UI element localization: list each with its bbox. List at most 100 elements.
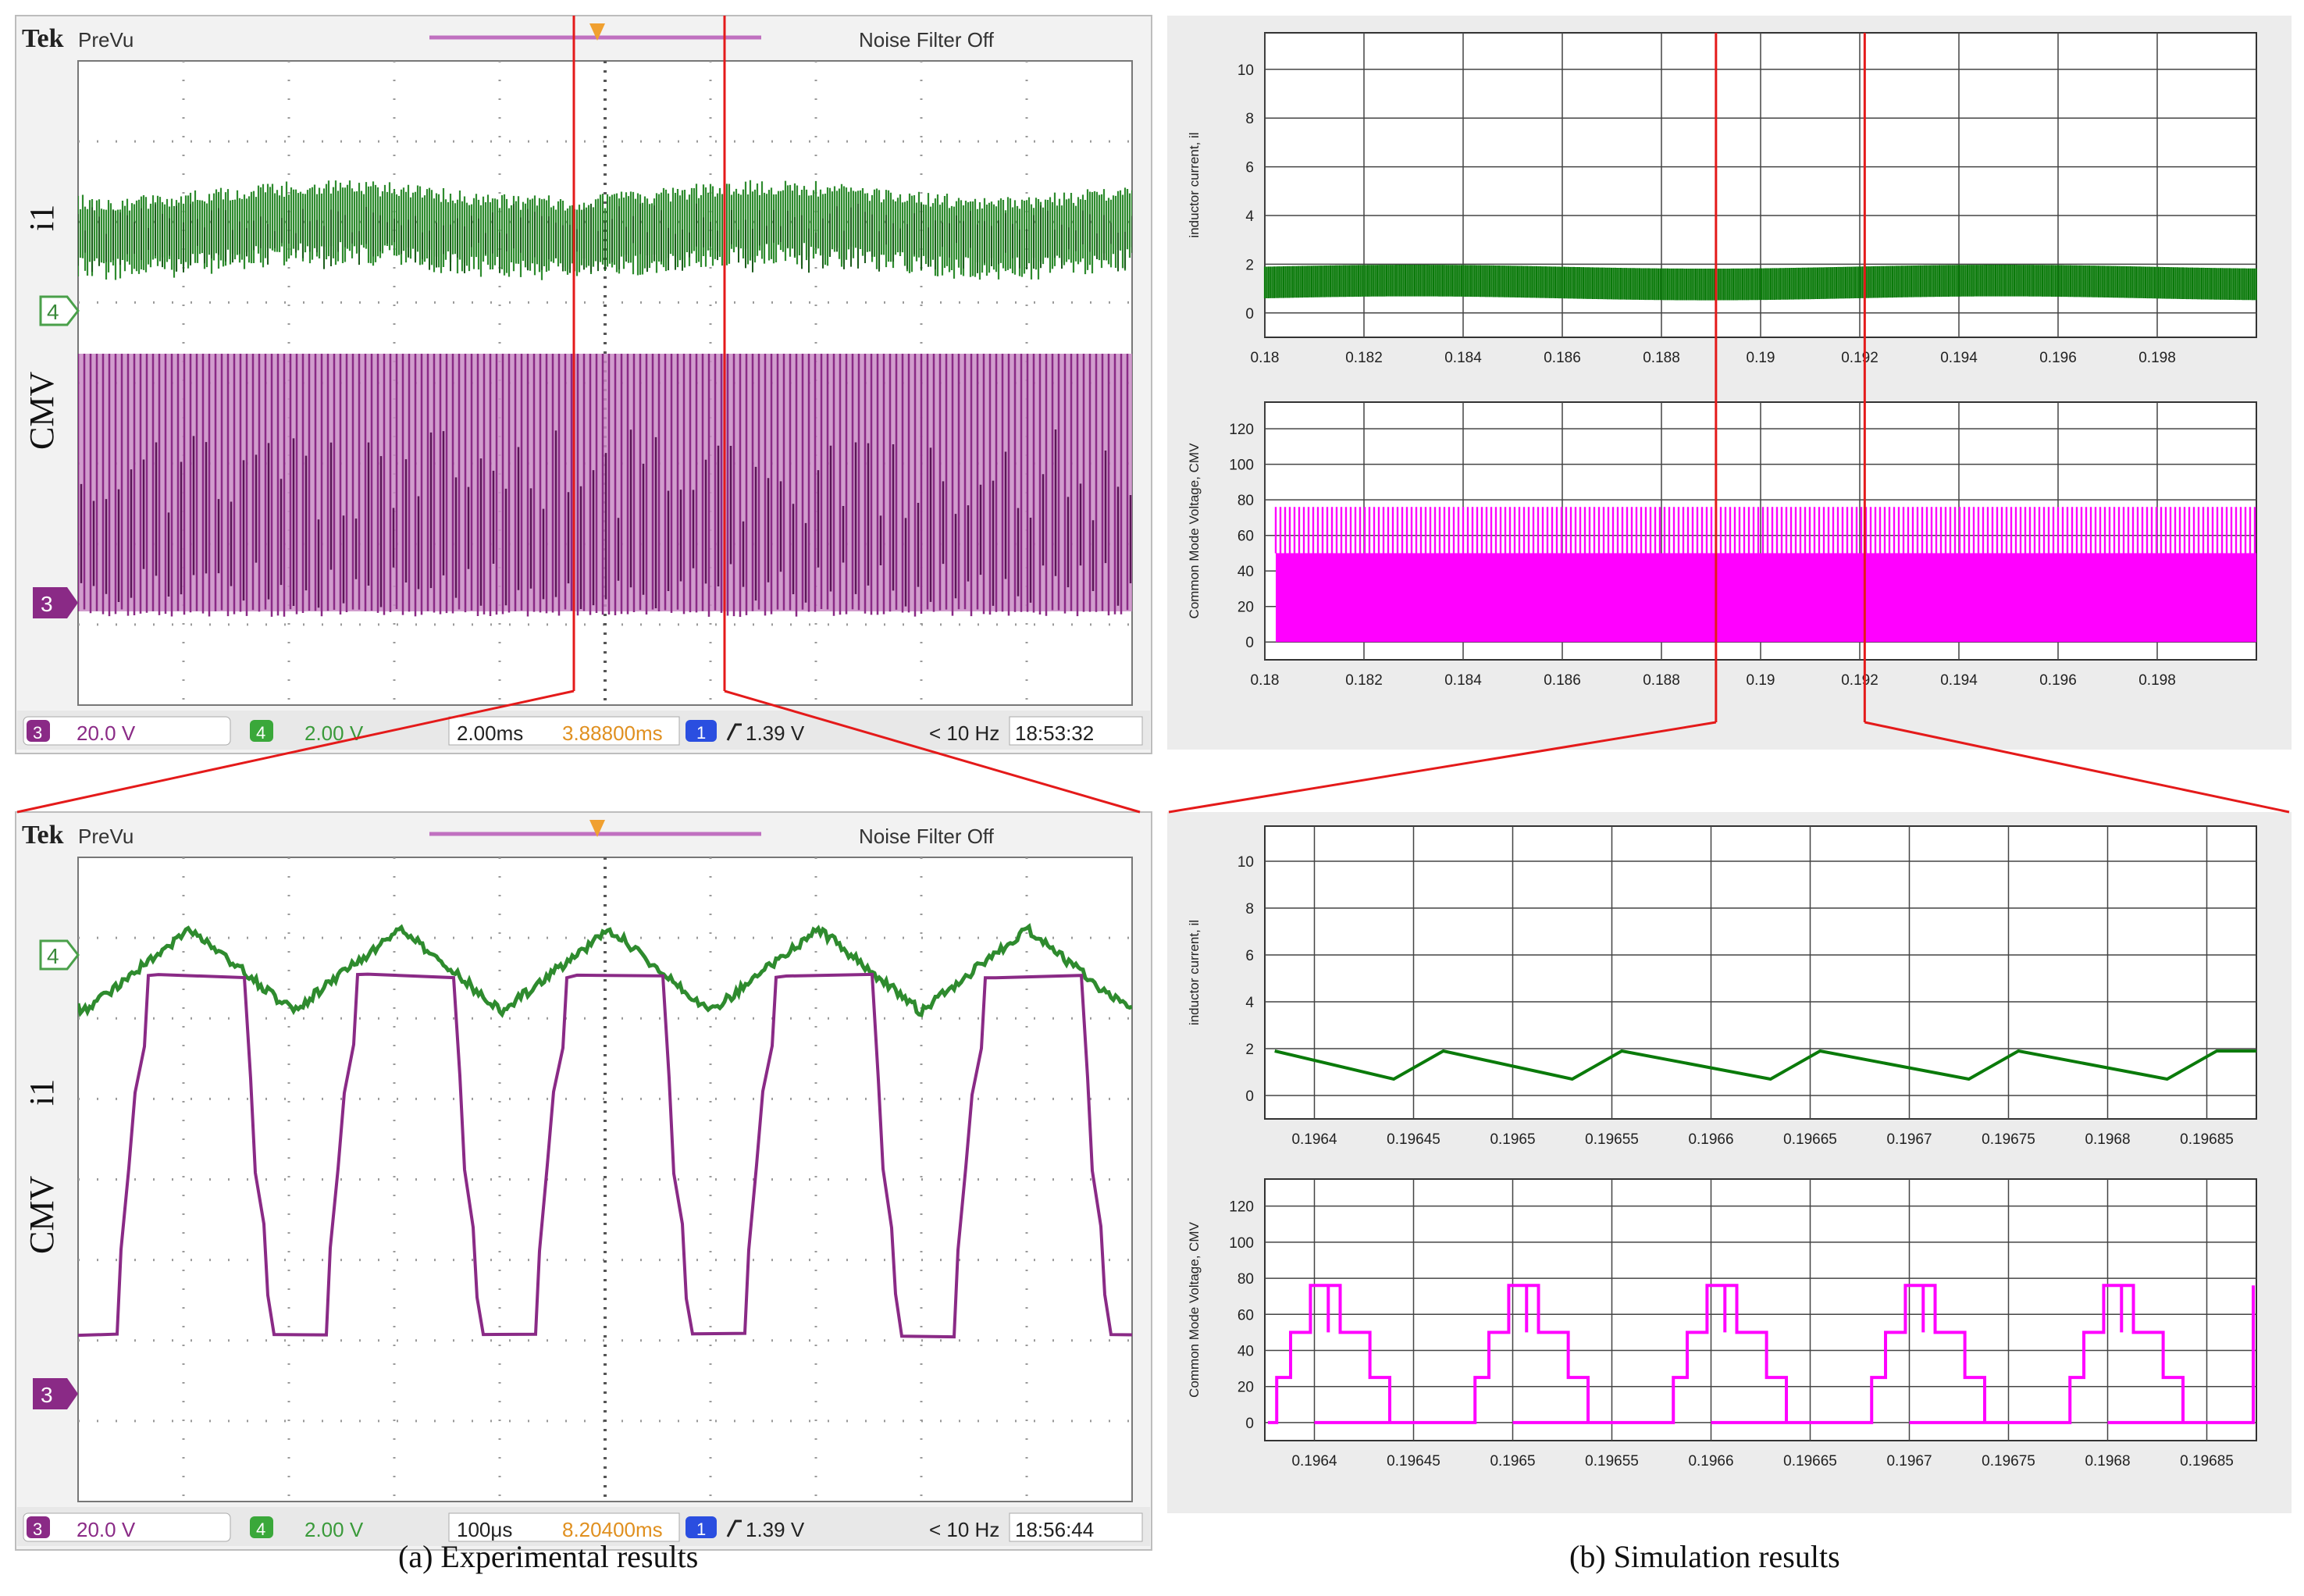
timebase-value: 2.00ms <box>457 721 523 745</box>
trace-label-cmv: CMV <box>23 1176 61 1254</box>
clock-box <box>1009 716 1143 746</box>
sim-ylabel: inductor current, il <box>1187 920 1202 1025</box>
sim-xtick-label: 0.19675 <box>1982 1131 2035 1148</box>
scope-filter-status: Noise Filter Off <box>859 825 995 848</box>
sim-xtick-label: 0.198 <box>2138 350 2176 366</box>
sim-xtick-label: 0.1968 <box>2085 1131 2130 1148</box>
sim-xtick-label: 0.192 <box>1841 350 1878 366</box>
sim-xtick-label: 0.192 <box>1841 672 1878 689</box>
timebase-box <box>448 1512 680 1542</box>
sim-plot-3: 0.1964 0.19645 0.1965 0.19655 0.1966 0.19665 0… <box>1187 1178 2257 1470</box>
sim-ytick-label: 0 <box>1245 1416 1254 1432</box>
sim-ytick-label: 8 <box>1245 901 1254 917</box>
sim-xtick-label: 0.1964 <box>1291 1131 1337 1148</box>
scope-traces <box>78 923 1132 1339</box>
sim-xtick-label: 0.188 <box>1643 350 1680 366</box>
sim-xtick-label: 0.194 <box>1940 672 1978 689</box>
trigger-frequency: < 10 Hz <box>929 1518 999 1541</box>
sim-ytick-label: 60 <box>1237 1307 1254 1323</box>
trigger-position-value: 3.88800ms <box>562 721 663 745</box>
ch4-badge <box>250 1516 273 1538</box>
rising-edge-icon <box>726 723 742 741</box>
sim-ylabel: inductor current, il <box>1187 132 1202 237</box>
sim-ytick-label: 40 <box>1237 1343 1254 1359</box>
channel-4-marker-label: 4 <box>47 300 59 324</box>
sim-cmv-steps <box>1268 1284 2255 1424</box>
sim-ytick-label: 100 <box>1229 1235 1254 1252</box>
sim-plot-2: 0.1964 0.19645 0.1965 0.19655 0.1966 0.19665 0… <box>1187 825 2257 1148</box>
sim-xtick-label: 0.18 <box>1251 672 1280 689</box>
sim-xtick-label: 0.1968 <box>2085 1453 2130 1470</box>
sim-xtick-label: 0.184 <box>1444 350 1482 366</box>
sim-xtick-label: 0.19685 <box>2180 1453 2234 1470</box>
ch4-scale: 2.00 V <box>304 1518 364 1541</box>
channel-4-marker-label: 4 <box>47 944 59 968</box>
cmv-trace-overlay <box>80 429 1132 609</box>
sim-plot-area <box>1264 825 2257 1120</box>
sim-xtick-label: 0.198 <box>2138 672 2176 689</box>
cmv-trace <box>78 972 1132 1339</box>
sim-ytick-label: 40 <box>1237 564 1254 580</box>
channel-3-marker-label: 3 <box>41 1383 53 1407</box>
ch3-number: 3 <box>33 723 42 743</box>
trace-label-current: i1 <box>23 1079 61 1106</box>
rising-edge-icon <box>726 1519 742 1537</box>
zoom-diagonal-left-exp <box>16 689 575 814</box>
sim-xtick-label: 0.196 <box>2039 672 2077 689</box>
ch4-number: 4 <box>256 723 265 743</box>
sim-xtick-label: 0.1965 <box>1490 1131 1535 1148</box>
sim-ytick-label: 100 <box>1229 458 1254 474</box>
sim-xtick-label: 0.182 <box>1345 672 1383 689</box>
scope-brand: Tek <box>22 821 64 850</box>
zoom-indicator-lines <box>16 16 2290 814</box>
channel-4-marker <box>39 939 80 971</box>
scope-plot-area <box>77 857 1133 1502</box>
sim-xtick-label: 0.19655 <box>1585 1453 1639 1470</box>
ch3-box <box>23 716 231 746</box>
sim-xtick-label: 0.19 <box>1747 350 1775 366</box>
ch3-badge <box>27 1516 50 1538</box>
sim-xtick-label: 0.19665 <box>1783 1131 1837 1148</box>
sim-ytick-label: 8 <box>1245 111 1254 127</box>
current-trace-overlay <box>78 203 1132 273</box>
sim-xtick-label: 0.182 <box>1345 350 1383 366</box>
sim-xtick-label: 0.1965 <box>1490 1453 1535 1470</box>
clock-box <box>1009 1512 1143 1542</box>
sim-ytick-label: 10 <box>1237 62 1254 79</box>
ch4-number: 4 <box>256 1519 265 1539</box>
sim-ytick-label: 120 <box>1229 422 1254 438</box>
trace-label-current: i1 <box>23 205 61 231</box>
zoom-diagonal-left-sim <box>1168 721 1717 814</box>
sim-xtick-label: 0.186 <box>1544 672 1581 689</box>
timebase-box <box>448 716 680 746</box>
sim-ytick-label: 0 <box>1245 1088 1254 1105</box>
sim-ytick-label: 80 <box>1237 1271 1254 1288</box>
sim-ylabel: Common Mode Voltage, CMV <box>1187 443 1202 619</box>
clock-time: 18:56:44 <box>1015 1518 1094 1541</box>
scope-mode: PreVu <box>78 825 134 848</box>
ch3-box <box>23 1512 231 1542</box>
scope-mode: PreVu <box>78 28 134 52</box>
ch3-scale: 20.0 V <box>77 1518 136 1541</box>
sim-ytick-label: 4 <box>1245 208 1254 225</box>
sim-xtick-label: 0.19655 <box>1585 1131 1639 1148</box>
sim-xtick-label: 0.19 <box>1747 672 1775 689</box>
sim-xtick-label: 0.1964 <box>1291 1453 1337 1470</box>
sim-current-band <box>1263 265 2257 301</box>
channel-3-marker <box>33 587 78 618</box>
trigger-source-badge <box>686 720 717 742</box>
sim-xtick-label: 0.186 <box>1544 350 1581 366</box>
trigger-source-number: 1 <box>696 723 706 743</box>
sim-ytick-label: 0 <box>1245 306 1254 322</box>
sim-xtick-label: 0.19665 <box>1783 1453 1837 1470</box>
sim-plot-area <box>1264 1178 2257 1441</box>
zoom-diagonal-right-sim <box>1864 721 2290 814</box>
sim-ytick-label: 120 <box>1229 1199 1254 1216</box>
current-trace <box>78 923 1132 1018</box>
sim-ylabel: Common Mode Voltage, CMV <box>1187 1221 1202 1398</box>
channel-4-marker <box>39 295 80 326</box>
oscilloscope-panel-top: Tek PreVu Noise Filter Off i1 CMV 4 3 3 20.0 V 4 2… <box>15 15 1152 754</box>
sim-xtick-label: 0.19675 <box>1982 1453 2035 1470</box>
channel-3-marker-label: 3 <box>41 592 53 616</box>
